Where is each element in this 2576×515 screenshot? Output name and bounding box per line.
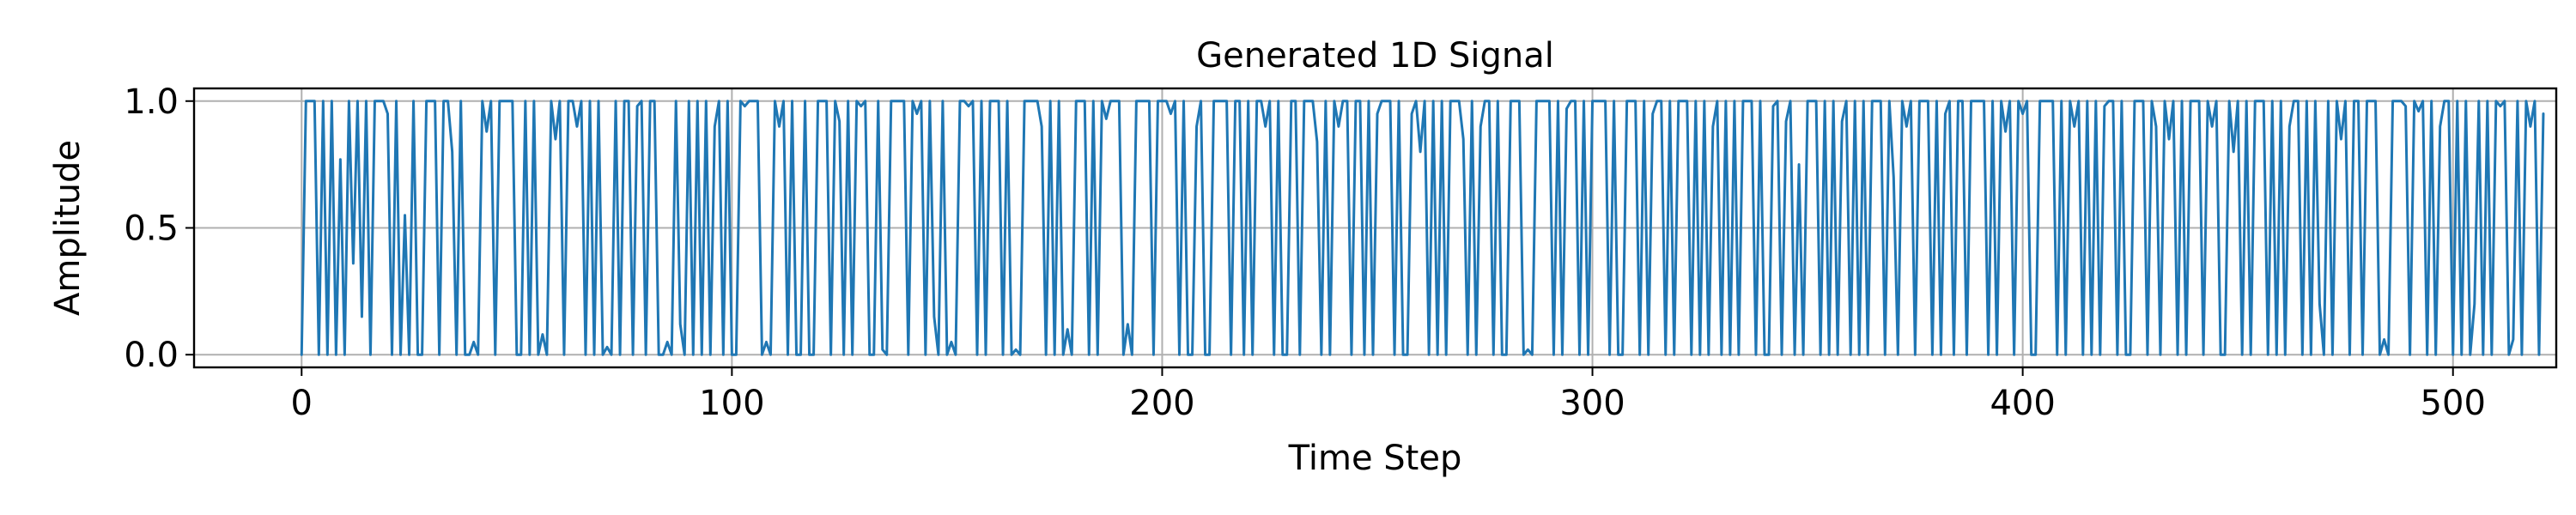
series-layer — [300, 100, 2545, 356]
x-tick-label: 300 — [1559, 384, 1625, 423]
y-tick-label: 0.0 — [124, 336, 179, 375]
x-tick-label: 0 — [291, 384, 313, 423]
x-axis-label: Time Step — [1288, 439, 1462, 478]
x-tick-label: 500 — [2421, 384, 2486, 423]
y-axis-label: Amplitude — [48, 140, 88, 316]
x-tick-label: 200 — [1129, 384, 1194, 423]
x-tick-label: 100 — [699, 384, 764, 423]
x-tick-label: 400 — [1990, 384, 2055, 423]
y-tick-label: 1.0 — [124, 82, 179, 122]
y-tick-label: 0.5 — [124, 209, 179, 249]
chart-title: Generated 1D Signal — [1196, 36, 1554, 76]
signal-series-line — [300, 100, 2545, 356]
tick-layer: 0 100 200 300 400 500 0.0 0.5 1.0 — [124, 82, 2486, 423]
